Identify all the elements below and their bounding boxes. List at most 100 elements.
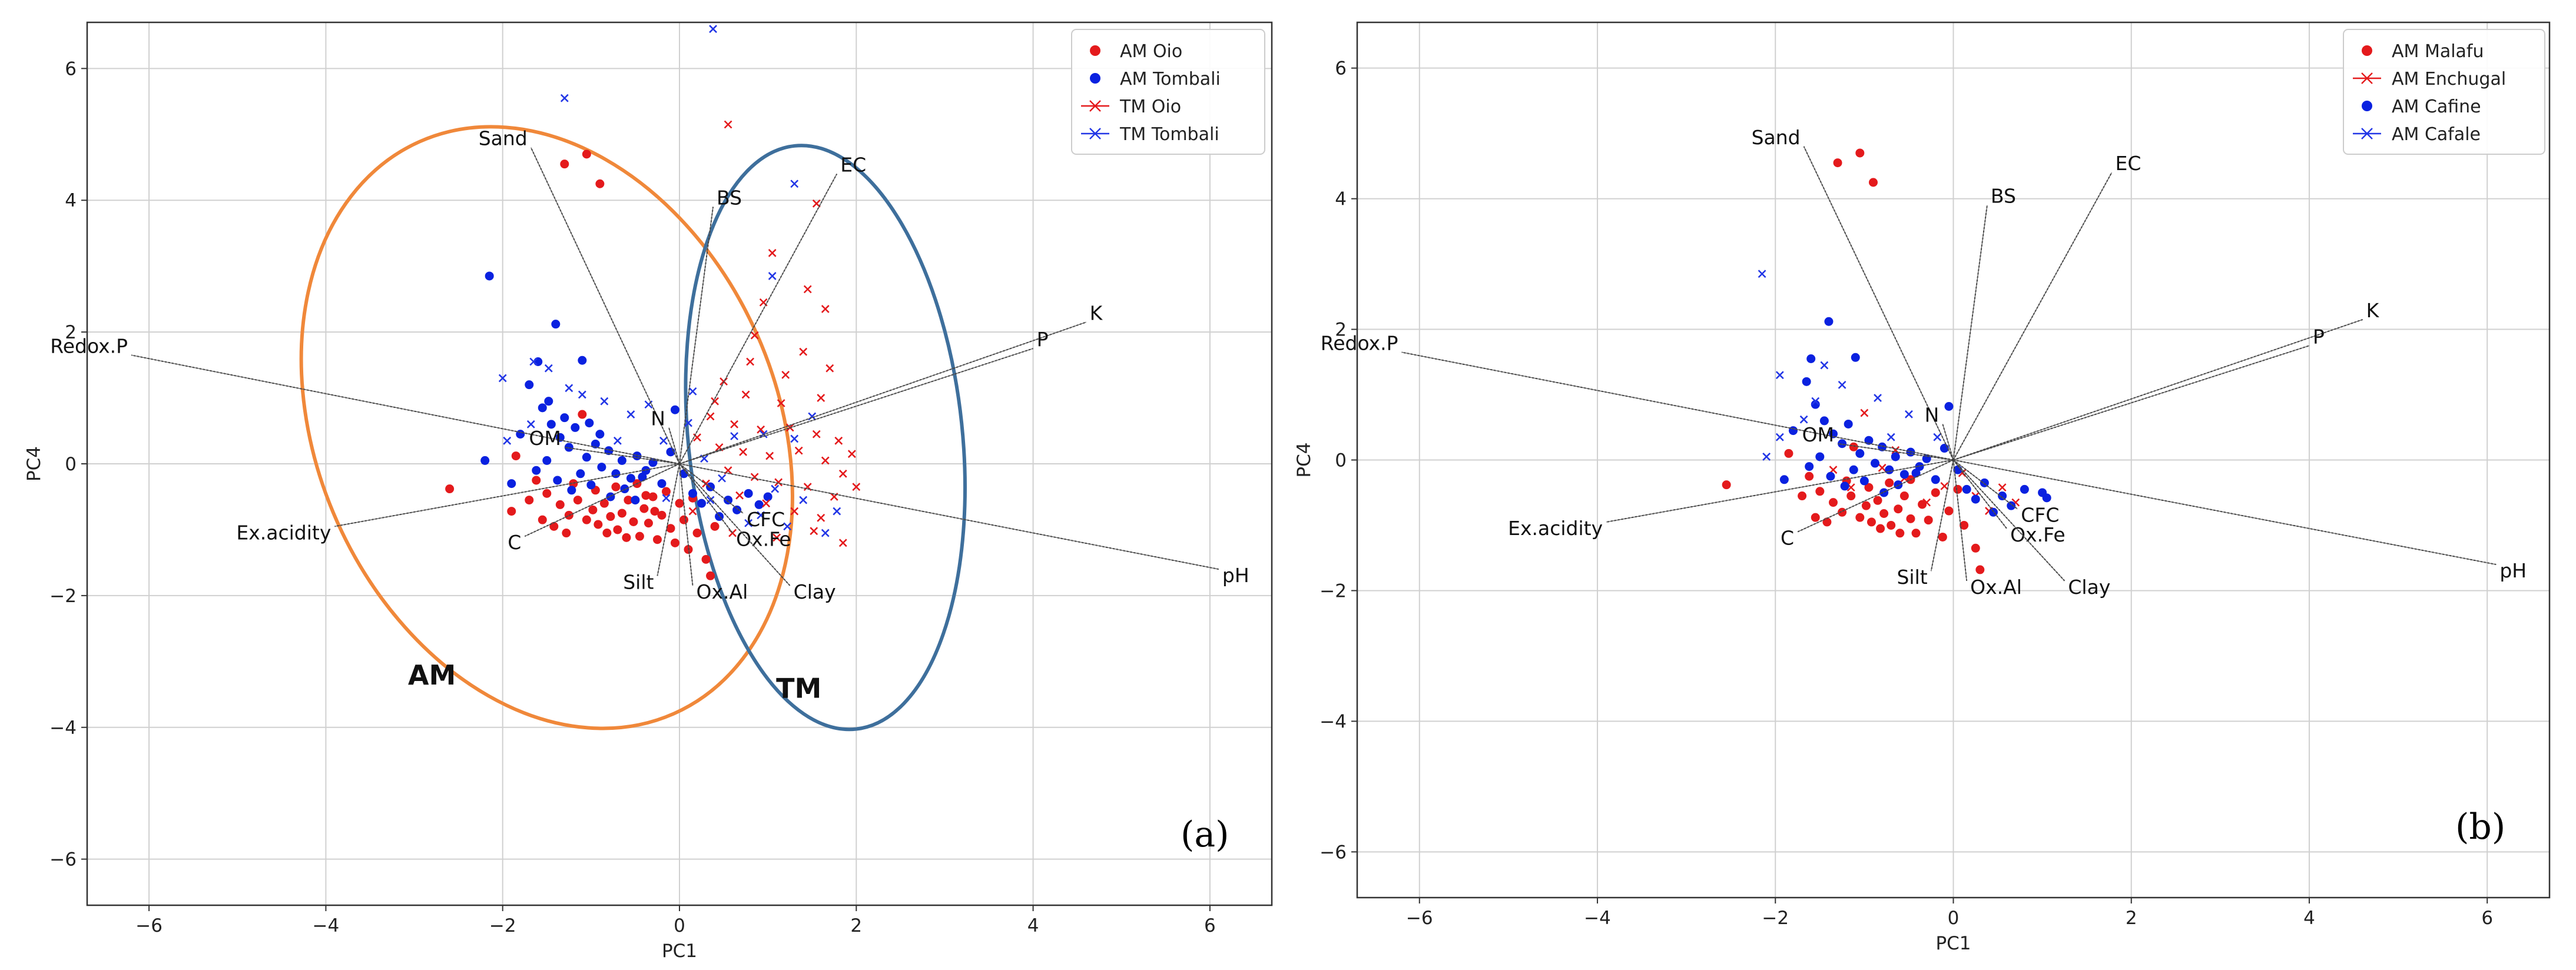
vector-line [679, 463, 1219, 570]
data-point [1838, 507, 1847, 517]
vector-label: OM [529, 427, 561, 450]
legend-label: AM Enchugal [2392, 69, 2506, 89]
data-point [657, 510, 667, 520]
series-am-malafu [1722, 148, 1985, 574]
data-point [635, 531, 644, 541]
vector-label: N [651, 407, 665, 430]
data-point [594, 520, 603, 529]
data-point [1885, 478, 1894, 487]
data-point [1915, 462, 1924, 471]
y-tick-label: −2 [49, 586, 77, 607]
group-label-tm: TM [776, 672, 821, 704]
data-point [834, 436, 843, 445]
data-point [768, 248, 777, 257]
data-point [1864, 483, 1874, 492]
data-point [1940, 481, 1949, 490]
data-point [1859, 476, 1869, 486]
data-point [1815, 452, 1825, 461]
data-point [1874, 394, 1882, 402]
data-point [617, 456, 626, 465]
vector-label: Ox.Fe [2010, 523, 2065, 546]
data-point [1815, 487, 1825, 496]
data-point [710, 521, 720, 531]
data-point [1806, 354, 1816, 363]
vector-label: BS [1991, 185, 2016, 208]
data-point [2020, 484, 2029, 494]
data-point [480, 456, 490, 465]
data-point [555, 500, 565, 509]
vector-label: Clay [2068, 576, 2110, 599]
vector-label: EC [2115, 152, 2141, 175]
legend-marker-cross [2361, 128, 2373, 139]
vector-label: Silt [623, 570, 654, 593]
data-point [1855, 449, 1865, 458]
data-point [1918, 500, 1927, 509]
data-point [1899, 470, 1909, 479]
data-point [503, 436, 512, 445]
data-point [624, 496, 633, 505]
data-point [833, 507, 841, 516]
vector-label: Silt [1897, 566, 1927, 589]
data-point [1885, 465, 1894, 474]
data-point [507, 479, 516, 489]
data-point [595, 179, 605, 188]
data-point [688, 507, 697, 516]
vector-label: CFC [2021, 504, 2059, 527]
vector-line [679, 348, 1033, 464]
data-point [1868, 178, 1878, 187]
vector-label: Ox.Al [1970, 576, 2022, 599]
data-point [532, 476, 541, 485]
data-point [1879, 509, 1889, 518]
vector-line [1953, 460, 2065, 582]
data-point [652, 535, 662, 544]
data-point [724, 120, 732, 129]
data-point [1873, 496, 1882, 505]
y-tick-label: −6 [49, 849, 77, 871]
vector-label: Ex.acidity [236, 521, 331, 544]
data-point [1861, 501, 1871, 510]
vector-line [679, 174, 837, 464]
data-point [1891, 452, 1900, 461]
data-point [692, 529, 702, 538]
data-point [1938, 532, 1947, 542]
chart-panel-b: −6 −4 −2 0 2 4 6 −6 −4 −2 0 2 4 6 PC1 PC4 Sand BS EC K P Redo… [1294, 21, 2551, 954]
data-point [511, 451, 520, 461]
y-tick-label: −4 [1320, 711, 1347, 732]
data-point [838, 539, 847, 547]
data-point [1722, 480, 1731, 490]
data-point [790, 180, 799, 188]
data-point [585, 418, 594, 428]
data-point [799, 347, 808, 356]
data-point [1844, 419, 1853, 428]
data-point [732, 505, 742, 514]
data-point [1971, 494, 1980, 504]
vector-line [1837, 443, 1954, 461]
data-point [1758, 270, 1766, 278]
data-point [1953, 484, 1962, 494]
data-point [578, 356, 587, 365]
y-tick-label: −6 [1320, 842, 1347, 863]
vector-line [1401, 351, 1954, 461]
data-point [771, 484, 780, 493]
data-point [670, 538, 679, 547]
data-point [2042, 493, 2051, 503]
data-point [526, 420, 535, 428]
vector-line [679, 463, 733, 533]
data-point [1931, 475, 1940, 484]
vector-label: Ox.Al [697, 580, 748, 603]
vector-label: C [1781, 527, 1794, 550]
data-point [532, 466, 541, 475]
vector-label: P [1037, 328, 1049, 351]
data-point [611, 482, 621, 491]
vector-label: Clay [794, 580, 836, 603]
y-tick-label: 0 [1335, 450, 1347, 471]
data-point [1998, 483, 2007, 492]
x-tick-label: −2 [1762, 908, 1789, 929]
y-tick-label: 6 [65, 58, 77, 79]
vector-label: N [1925, 403, 1940, 426]
data-point [1879, 488, 1889, 497]
vector-label: Ex.acidity [1508, 517, 1603, 540]
x-tick-label: 2 [2126, 908, 2137, 929]
data-point [1871, 459, 1880, 468]
data-point [706, 412, 715, 421]
